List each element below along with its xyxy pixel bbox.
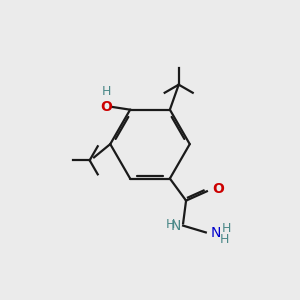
Text: H: H — [220, 233, 229, 246]
Text: H: H — [166, 218, 176, 231]
Text: H: H — [222, 222, 231, 235]
Text: N: N — [170, 219, 181, 232]
Text: O: O — [212, 182, 224, 196]
Text: O: O — [100, 100, 112, 114]
Text: N: N — [211, 226, 221, 240]
Text: H: H — [102, 85, 111, 98]
